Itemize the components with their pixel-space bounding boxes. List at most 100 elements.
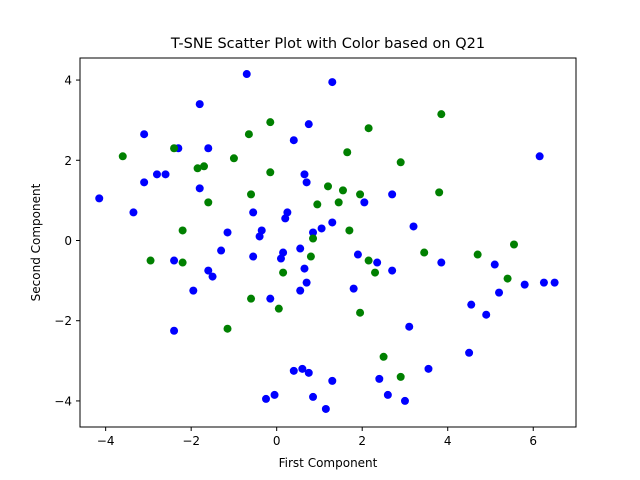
data-point-green-20 bbox=[324, 182, 332, 191]
data-point-green-37 bbox=[503, 274, 512, 283]
data-point-blue-34 bbox=[304, 120, 313, 129]
data-point-blue-1 bbox=[140, 130, 149, 139]
data-point-blue-45 bbox=[405, 322, 414, 331]
data-point-blue-48 bbox=[465, 348, 474, 357]
data-point-green-9 bbox=[229, 154, 238, 163]
data-point-blue-38 bbox=[328, 78, 337, 87]
data-point-blue-37 bbox=[328, 218, 337, 227]
data-point-blue-49 bbox=[467, 300, 476, 309]
data-point-blue-61 bbox=[304, 368, 313, 377]
data-point-green-38 bbox=[510, 240, 518, 249]
data-point-green-36 bbox=[473, 250, 482, 259]
data-point-green-27 bbox=[364, 124, 373, 133]
data-point-blue-36 bbox=[317, 224, 326, 233]
data-point-green-31 bbox=[396, 158, 405, 167]
data-point-blue-56 bbox=[550, 278, 559, 287]
data-point-blue-39 bbox=[349, 284, 358, 293]
data-point-blue-27 bbox=[289, 136, 298, 145]
data-point-green-7 bbox=[204, 198, 213, 207]
data-point-green-26 bbox=[356, 308, 365, 317]
data-point-blue-21 bbox=[257, 226, 266, 235]
y-axis-ticks: −4 −2 0 2 4 bbox=[54, 74, 80, 408]
y-tick-label-3: 2 bbox=[64, 154, 72, 168]
data-point-blue-29 bbox=[296, 286, 305, 295]
y-tick-label-4: 4 bbox=[64, 74, 72, 88]
x-tick-label-4: 4 bbox=[444, 434, 452, 448]
data-point-green-21 bbox=[334, 198, 343, 207]
data-point-green-34 bbox=[435, 188, 444, 197]
data-point-blue-68 bbox=[424, 364, 433, 373]
data-point-blue-66 bbox=[383, 390, 392, 399]
data-point-blue-51 bbox=[490, 260, 499, 269]
data-point-blue-24 bbox=[279, 248, 288, 257]
data-point-blue-44 bbox=[388, 266, 397, 275]
data-point-green-33 bbox=[420, 248, 429, 257]
y-tick-label-0: −4 bbox=[54, 394, 72, 408]
data-point-blue-22 bbox=[266, 294, 275, 303]
data-point-blue-9 bbox=[189, 286, 198, 295]
data-point-blue-42 bbox=[373, 258, 382, 267]
x-tick-label-5: 6 bbox=[529, 434, 537, 448]
data-point-green-6 bbox=[200, 162, 208, 171]
data-point-blue-19 bbox=[249, 252, 258, 261]
data-point-green-23 bbox=[343, 148, 352, 157]
data-point-blue-46 bbox=[409, 222, 418, 231]
x-tick-label-0: −4 bbox=[97, 434, 115, 448]
data-point-green-28 bbox=[364, 256, 373, 265]
y-axis-label: Second Component bbox=[29, 183, 43, 301]
data-point-blue-59 bbox=[289, 366, 298, 375]
data-point-green-11 bbox=[247, 190, 256, 199]
data-point-green-29 bbox=[371, 268, 380, 277]
data-point-blue-63 bbox=[321, 404, 330, 413]
data-point-green-32 bbox=[396, 372, 405, 381]
data-point-green-16 bbox=[279, 268, 288, 277]
data-point-blue-31 bbox=[300, 170, 309, 179]
data-point-blue-10 bbox=[195, 100, 204, 109]
x-tick-label-2: 0 bbox=[273, 434, 281, 448]
data-point-blue-2 bbox=[140, 178, 149, 187]
data-point-blue-47 bbox=[437, 258, 446, 267]
data-point-green-5 bbox=[193, 164, 202, 173]
data-point-blue-13 bbox=[204, 266, 213, 275]
data-point-blue-12 bbox=[204, 144, 213, 153]
axes-frame bbox=[79, 57, 577, 428]
data-point-blue-0 bbox=[95, 194, 104, 203]
data-point-blue-35 bbox=[309, 228, 318, 237]
x-tick-label-1: −2 bbox=[182, 434, 200, 448]
y-tick-label-1: −2 bbox=[54, 314, 72, 328]
data-point-blue-25 bbox=[281, 214, 290, 223]
data-point-blue-60 bbox=[298, 364, 307, 373]
data-point-green-3 bbox=[178, 226, 187, 235]
data-point-blue-17 bbox=[242, 70, 251, 79]
data-point-green-4 bbox=[178, 258, 187, 267]
data-point-green-2 bbox=[170, 144, 179, 153]
data-point-green-22 bbox=[338, 186, 347, 195]
data-point-blue-26 bbox=[283, 208, 292, 217]
data-point-green-15 bbox=[274, 304, 283, 313]
data-point-green-1 bbox=[146, 256, 155, 265]
data-point-green-0 bbox=[118, 152, 127, 161]
data-point-blue-32 bbox=[302, 178, 311, 187]
data-point-blue-54 bbox=[535, 152, 544, 161]
data-point-blue-62 bbox=[309, 392, 318, 401]
data-point-green-35 bbox=[437, 110, 446, 119]
data-point-blue-52 bbox=[495, 288, 504, 297]
data-point-blue-55 bbox=[539, 278, 548, 287]
chart-title: T-SNE Scatter Plot with Color based on Q… bbox=[170, 36, 485, 52]
data-point-blue-23 bbox=[276, 254, 285, 263]
data-point-blue-4 bbox=[152, 170, 161, 179]
data-point-green-8 bbox=[223, 324, 232, 333]
x-tick-label-3: 2 bbox=[358, 434, 366, 448]
data-point-blue-3 bbox=[129, 208, 138, 217]
points-layer bbox=[95, 70, 559, 413]
data-point-green-17 bbox=[306, 252, 315, 261]
data-point-blue-14 bbox=[208, 272, 217, 281]
data-point-blue-53 bbox=[520, 280, 529, 289]
data-point-blue-30 bbox=[300, 264, 309, 273]
data-point-blue-20 bbox=[255, 232, 264, 241]
data-point-green-30 bbox=[379, 352, 388, 361]
data-point-green-18 bbox=[309, 234, 318, 243]
x-axis-label: First Component bbox=[279, 456, 378, 470]
